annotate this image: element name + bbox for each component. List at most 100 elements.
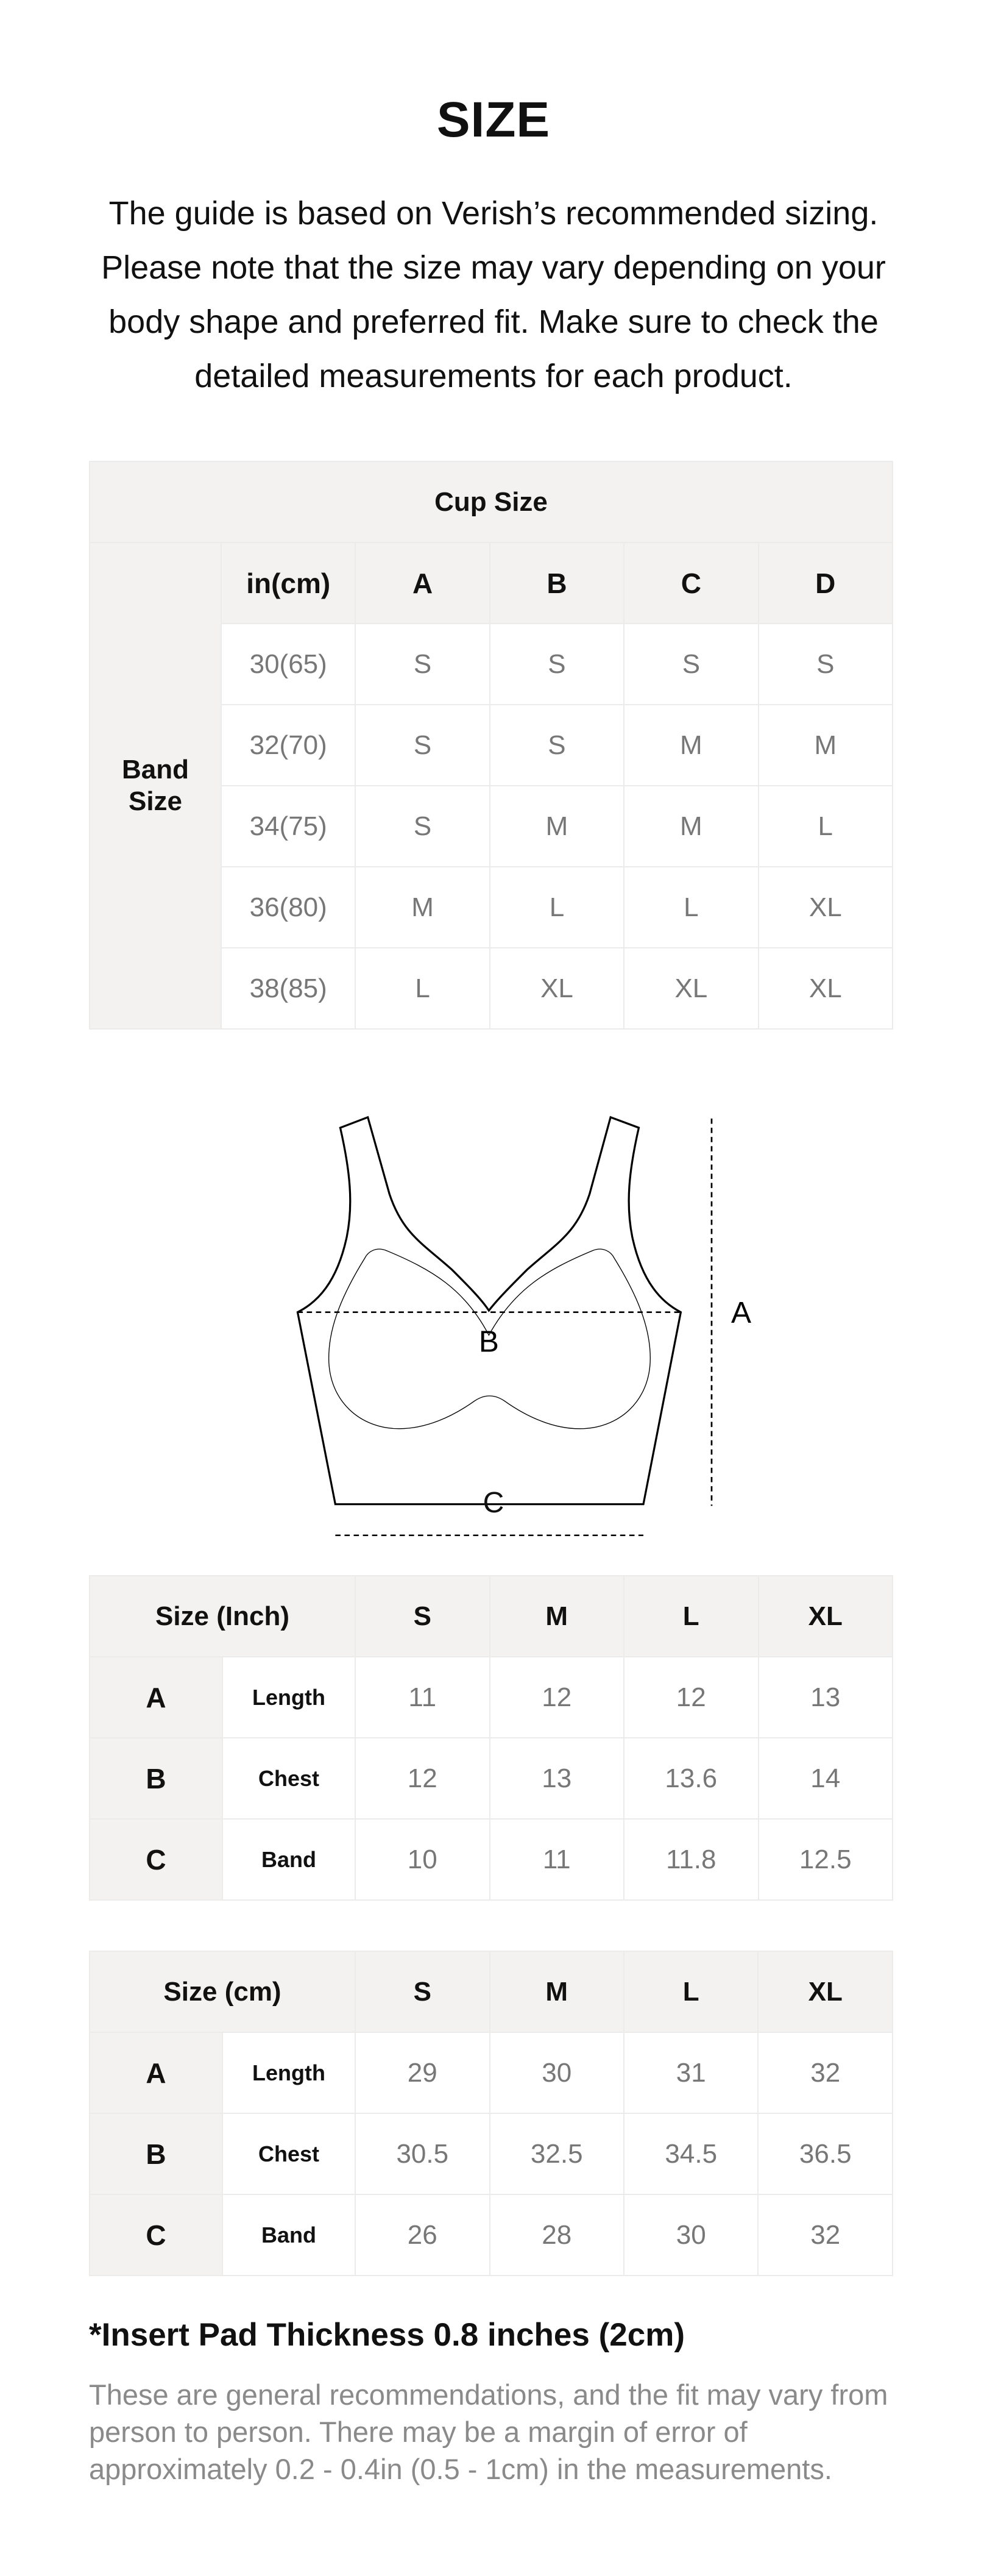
band-value: 34(75) <box>220 785 356 867</box>
size-cell: XL <box>757 866 894 948</box>
label-c: C <box>483 1487 504 1519</box>
value-cell: 12 <box>355 1737 490 1820</box>
cm-header: Size (cm) <box>88 1951 356 2033</box>
label-a: A <box>731 1296 751 1329</box>
band-value: 36(80) <box>220 866 356 948</box>
value-cell: 32 <box>757 2032 893 2114</box>
size-cell: L <box>489 866 625 948</box>
size-cell: L <box>757 785 894 867</box>
band-value: 38(85) <box>220 947 356 1030</box>
size-cell: M <box>623 704 759 786</box>
row-letter: B <box>89 1737 223 1820</box>
size-cell: M <box>623 785 759 867</box>
value-cell: 31 <box>623 2032 759 2114</box>
value-cell: 28 <box>489 2194 624 2276</box>
size-cell: S <box>757 623 894 705</box>
cup-size-table: Cup Size Band Size in(cm) A B C D 30(65)… <box>89 461 894 1030</box>
row-name: Chest <box>222 1737 356 1820</box>
size-cell: XL <box>489 947 625 1030</box>
cm-measurement-table: Size (cm) S M L XL A Length 29 30 31 32 … <box>88 1951 893 2276</box>
size-header: M <box>489 1951 624 2033</box>
size-cell: S <box>355 623 490 705</box>
table-row: 30(65) S S S S <box>90 623 894 705</box>
row-name: Band <box>221 2194 356 2276</box>
band-value: 32(70) <box>220 704 356 786</box>
value-cell: 36.5 <box>757 2113 893 2195</box>
size-cell: XL <box>757 947 894 1030</box>
value-cell: 13 <box>489 1737 624 1820</box>
table-row: B Chest 12 13 13.6 14 <box>89 1737 893 1820</box>
value-cell: 29 <box>355 2032 490 2114</box>
size-cell: XL <box>623 947 759 1030</box>
row-name: Chest <box>221 2113 356 2195</box>
inch-header: Size (Inch) <box>89 1575 356 1657</box>
size-header: S <box>355 1575 490 1657</box>
value-cell: 12 <box>489 1656 624 1738</box>
value-cell: 26 <box>355 2194 490 2276</box>
size-cell: L <box>623 866 759 948</box>
row-name: Length <box>221 2032 356 2114</box>
cup-header: D <box>757 542 894 624</box>
cup-outline <box>328 1248 651 1429</box>
value-cell: 11 <box>489 1818 624 1901</box>
size-cell: M <box>355 866 490 948</box>
row-letter: A <box>89 2032 223 2114</box>
size-cell: S <box>623 623 759 705</box>
table-row: C Band 10 11 11.8 12.5 <box>89 1818 893 1901</box>
value-cell: 12 <box>623 1656 759 1738</box>
table-row: 34(75) S M M L <box>90 785 894 867</box>
intro-text: The guide is based on Verish’s recommend… <box>101 195 886 394</box>
row-name: Band <box>222 1818 356 1901</box>
size-cell: S <box>489 623 625 705</box>
value-cell: 30 <box>489 2032 624 2114</box>
size-header: XL <box>757 1951 893 2033</box>
band-size-label: Band Size <box>89 542 222 1030</box>
size-header: M <box>489 1575 624 1657</box>
table-row: 32(70) S S M M <box>90 704 894 786</box>
value-cell: 32.5 <box>489 2113 624 2195</box>
value-cell: 11.8 <box>623 1818 759 1901</box>
cup-header: A <box>355 542 490 624</box>
bra-measurement-diagram: B A <box>296 1115 751 1536</box>
page-title: SIZE <box>436 92 551 148</box>
value-cell: 13.6 <box>623 1737 759 1820</box>
label-b: B <box>479 1325 499 1358</box>
value-cell: 14 <box>757 1737 893 1820</box>
table-row: C Band 26 28 30 32 <box>89 2194 893 2276</box>
value-cell: 13 <box>757 1656 893 1738</box>
band-value: 30(65) <box>220 623 356 705</box>
table-row: 36(80) M L L XL <box>90 866 894 948</box>
table-row: B Chest 30.5 32.5 34.5 36.5 <box>89 2113 893 2195</box>
table-row: 38(85) L XL XL XL <box>90 947 894 1030</box>
value-cell: 10 <box>355 1818 490 1901</box>
size-cell: M <box>489 785 625 867</box>
cup-size-header: Cup Size <box>89 461 893 543</box>
value-cell: 12.5 <box>757 1818 893 1901</box>
value-cell: 30.5 <box>355 2113 490 2195</box>
size-cell: S <box>355 785 490 867</box>
size-cell: M <box>757 704 894 786</box>
size-header: XL <box>757 1575 893 1657</box>
value-cell: 11 <box>355 1656 490 1738</box>
value-cell: 30 <box>623 2194 759 2276</box>
cup-header: B <box>489 542 625 624</box>
size-header: L <box>623 1575 759 1657</box>
unit-header: in(cm) <box>220 542 356 624</box>
disclaimer-text: These are general recommendations, and t… <box>89 2379 888 2485</box>
table-row: A Length 29 30 31 32 <box>89 2032 893 2114</box>
row-name: Length <box>222 1656 356 1738</box>
size-header: L <box>623 1951 759 2033</box>
value-cell: 34.5 <box>623 2113 759 2195</box>
size-cell: L <box>355 947 490 1030</box>
row-letter: A <box>89 1656 223 1738</box>
insert-pad-note: *Insert Pad Thickness 0.8 inches (2cm) <box>89 2317 685 2353</box>
row-letter: C <box>89 2194 223 2276</box>
size-cell: S <box>489 704 625 786</box>
size-header: S <box>355 1951 490 2033</box>
table-row: A Length 11 12 12 13 <box>89 1656 893 1738</box>
row-letter: C <box>89 1818 223 1901</box>
size-cell: S <box>355 704 490 786</box>
inch-measurement-table: Size (Inch) S M L XL A Length 11 12 12 1… <box>89 1575 893 1901</box>
cup-header: C <box>623 542 759 624</box>
garment-outline <box>296 1115 682 1506</box>
